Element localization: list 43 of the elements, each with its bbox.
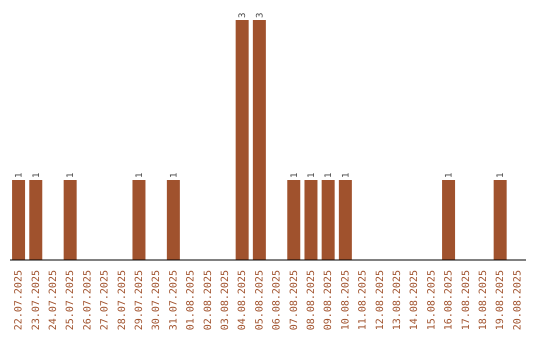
x-tick-label: 09.08.2025	[323, 270, 334, 330]
x-tick-label: 30.07.2025	[151, 270, 162, 330]
x-tick-label: 06.08.2025	[272, 270, 283, 330]
x-tick-label: 18.08.2025	[478, 270, 489, 330]
x-tick-label: 03.08.2025	[220, 270, 231, 330]
data-label: 1	[341, 172, 352, 178]
data-label: 1	[32, 172, 42, 178]
data-label: 1	[444, 172, 455, 178]
x-tick-label: 16.08.2025	[444, 270, 455, 330]
x-tick-label: 28.07.2025	[116, 270, 128, 330]
x-tick-label: 07.08.2025	[288, 270, 300, 330]
x-tick-label: 24.07.2025	[48, 270, 59, 330]
x-tick-label: 13.08.2025	[392, 270, 403, 330]
x-tick-label: 20.08.2025	[512, 270, 524, 330]
data-label: 1	[169, 172, 180, 178]
x-tick-label: 10.08.2025	[340, 270, 352, 330]
x-tick-label: 01.08.2025	[186, 270, 197, 330]
data-label: 1	[496, 172, 506, 178]
data-label: 3	[238, 12, 248, 18]
x-tick-label: 25.07.2025	[65, 270, 76, 330]
x-tick-label: 12.08.2025	[374, 270, 386, 330]
x-tick-label: 05.08.2025	[254, 270, 266, 330]
x-tick-label: 19.08.2025	[495, 270, 506, 330]
x-tick-label: 04.08.2025	[237, 270, 248, 330]
x-tick-label: 15.08.2025	[426, 270, 438, 330]
data-label: 1	[14, 172, 25, 178]
x-tick-label: 14.08.2025	[409, 270, 420, 330]
data-label: 1	[290, 172, 300, 178]
x-tick-label: 29.07.2025	[134, 270, 145, 330]
data-label: 1	[306, 172, 317, 178]
data-label: 3	[255, 12, 266, 18]
x-tick-label: 23.07.2025	[30, 270, 42, 330]
x-tick-label: 08.08.2025	[306, 270, 317, 330]
data-label: 1	[66, 172, 76, 178]
x-tick-label: 02.08.2025	[202, 270, 214, 330]
x-tick-label: 26.07.2025	[82, 270, 94, 330]
x-tick-label: 11.08.2025	[358, 270, 369, 330]
x-tick-label: 22.07.2025	[14, 270, 25, 330]
x-tick-label: 31.07.2025	[168, 270, 180, 330]
x-tick-label: 17.08.2025	[460, 270, 472, 330]
x-tick-label: 27.07.2025	[100, 270, 111, 330]
data-label: 1	[134, 172, 145, 178]
data-label: 1	[324, 172, 334, 178]
